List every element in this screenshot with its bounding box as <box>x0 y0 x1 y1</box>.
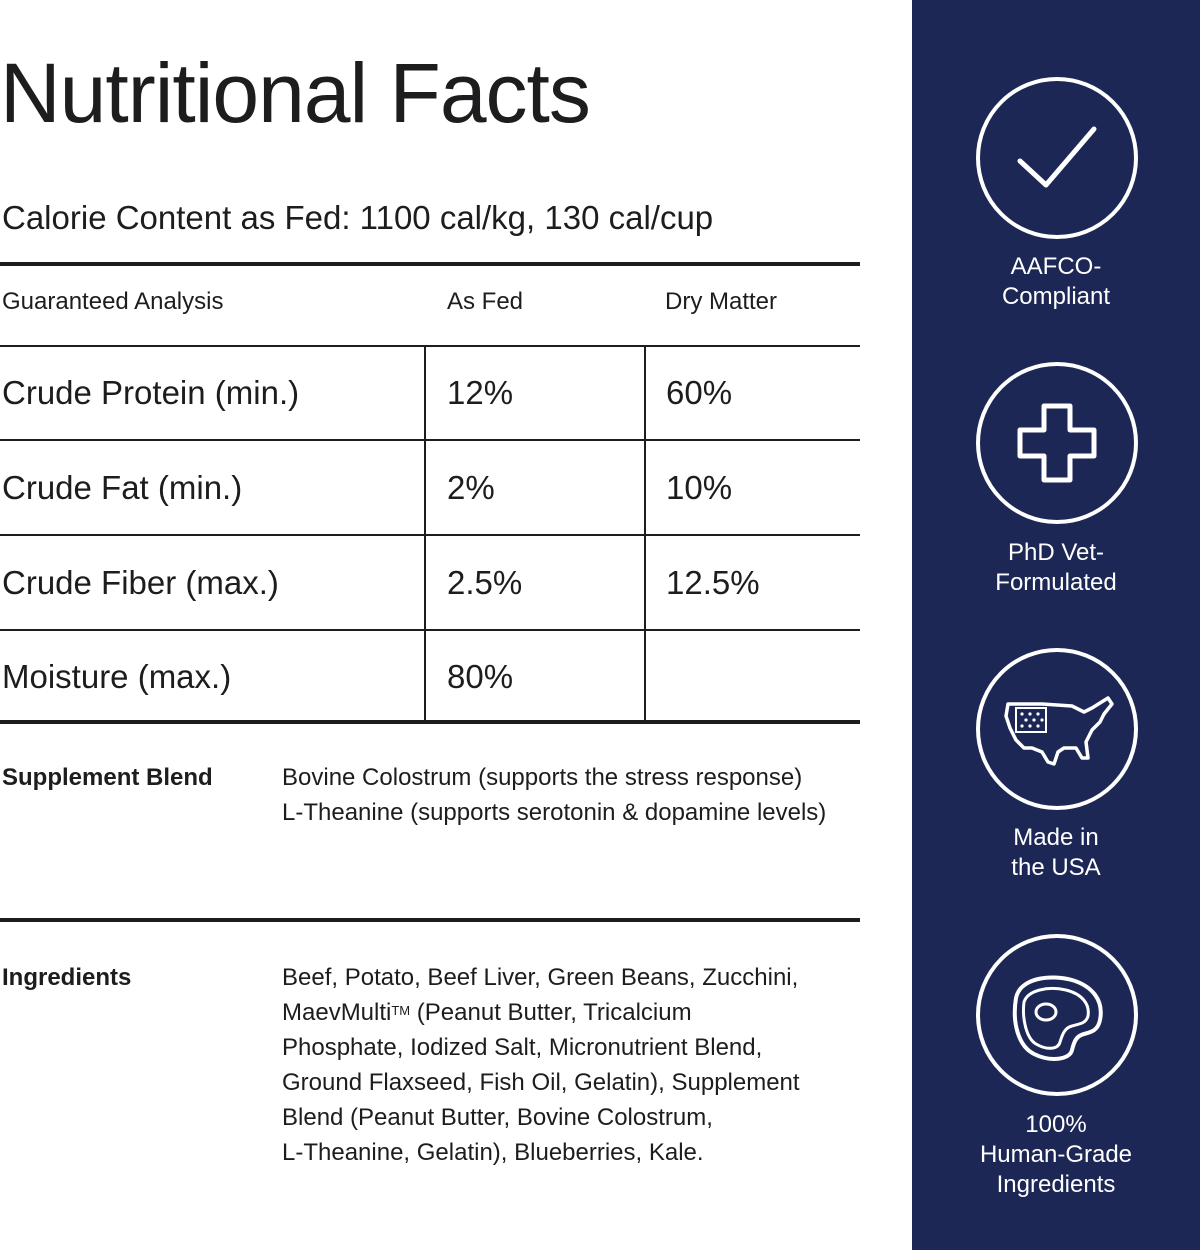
table-divider <box>0 534 860 536</box>
table-bottom-rule <box>0 720 860 724</box>
column-divider <box>424 346 426 722</box>
usa-badge-circle <box>976 648 1138 810</box>
vet-badge-label: PhD Vet- Formulated <box>912 538 1200 598</box>
section-rule <box>0 918 860 922</box>
row-name-moisture: Moisture (max.) <box>2 658 232 695</box>
supplement-line: L-Theanine (supports serotonin & dopamin… <box>282 799 827 826</box>
vet-badge-circle <box>976 362 1138 524</box>
badge-label-line: AAFCO- <box>1010 253 1102 280</box>
human-grade-badge-label: 100% Human-Grade Ingredients <box>912 1110 1200 1200</box>
badge-label-line: Human-Grade <box>979 1141 1133 1168</box>
usa-badge-label: Made in the USA <box>912 823 1200 883</box>
badge-label-line: Ingredients <box>996 1171 1116 1198</box>
ingredients-line-rest: (Peanut Butter, Tricalcium <box>410 999 692 1026</box>
ingredients-line: Beef, Potato, Beef Liver, Green Beans, Z… <box>282 964 799 991</box>
badge-label-line: PhD Vet- <box>1007 539 1105 566</box>
steak-icon <box>1012 975 1103 1061</box>
row-as-fed-crude-fat: 2% <box>447 469 495 506</box>
badge-label-line: Compliant <box>1001 283 1111 310</box>
row-dry-matter-crude-fat: 10% <box>666 469 733 506</box>
brand-name: MaevMulti <box>282 999 392 1026</box>
ingredients-line: Ground Flaxseed, Fish Oil, Gelatin), Sup… <box>282 1069 800 1096</box>
checkmark-icon <box>1017 126 1097 188</box>
ingredients-text: Beef, Potato, Beef Liver, Green Beans, Z… <box>282 960 882 1170</box>
calorie-content: Calorie Content as Fed: 1100 cal/kg, 130… <box>2 199 714 236</box>
badge-label-line: 100% <box>1025 1111 1087 1138</box>
aafco-badge-circle <box>976 77 1138 239</box>
header-guaranteed-analysis: Guaranteed Analysis <box>2 288 224 315</box>
badge-label-line: Formulated <box>995 569 1117 596</box>
badge-label-line: the USA <box>1011 854 1101 881</box>
row-name-crude-fiber: Crude Fiber (max.) <box>2 564 279 601</box>
table-divider <box>0 629 860 631</box>
supplement-line: Bovine Colostrum (supports the stress re… <box>282 764 803 791</box>
row-dry-matter-crude-protein: 60% <box>666 374 733 411</box>
trademark-mark: TM <box>391 1003 411 1018</box>
badge-label-line: Made in <box>1013 824 1099 851</box>
badges-sidebar: AAFCO- Compliant PhD Vet- Formulated Mad… <box>912 0 1200 1250</box>
ingredients-line: L-Theanine, Gelatin), Blueberries, Kale. <box>282 1139 704 1166</box>
supplement-blend-text: Bovine Colostrum (supports the stress re… <box>282 760 882 830</box>
ingredients-line: Blend (Peanut Butter, Bovine Colostrum, <box>282 1104 713 1131</box>
table-divider <box>0 345 860 347</box>
row-name-crude-protein: Crude Protein (min.) <box>2 374 300 411</box>
ingredients-line: MaevMultiTM (Peanut Butter, Tricalcium <box>282 995 882 1030</box>
medical-cross-icon <box>1017 403 1097 483</box>
page-title: Nutritional Facts <box>0 46 591 140</box>
row-as-fed-moisture: 80% <box>447 658 514 695</box>
table-divider <box>0 439 860 441</box>
row-as-fed-crude-fiber: 2.5% <box>447 564 523 601</box>
row-dry-matter-crude-fiber: 12.5% <box>666 564 760 601</box>
ingredients-label: Ingredients <box>2 964 132 991</box>
supplement-blend-label: Supplement Blend <box>2 764 213 791</box>
aafco-badge-label: AAFCO- Compliant <box>912 252 1200 312</box>
human-grade-badge-circle <box>976 934 1138 1096</box>
row-name-crude-fat: Crude Fat (min.) <box>2 469 243 506</box>
row-as-fed-crude-protein: 12% <box>447 374 514 411</box>
top-rule <box>0 262 860 266</box>
header-as-fed: As Fed <box>447 288 524 315</box>
header-dry-matter: Dry Matter <box>665 288 778 315</box>
column-divider <box>644 346 646 722</box>
ingredients-line: Phosphate, Iodized Salt, Micronutrient B… <box>282 1034 763 1061</box>
usa-map-icon <box>1004 696 1114 766</box>
nutrition-panel: Nutritional Facts Calorie Content as Fed… <box>0 46 882 1170</box>
